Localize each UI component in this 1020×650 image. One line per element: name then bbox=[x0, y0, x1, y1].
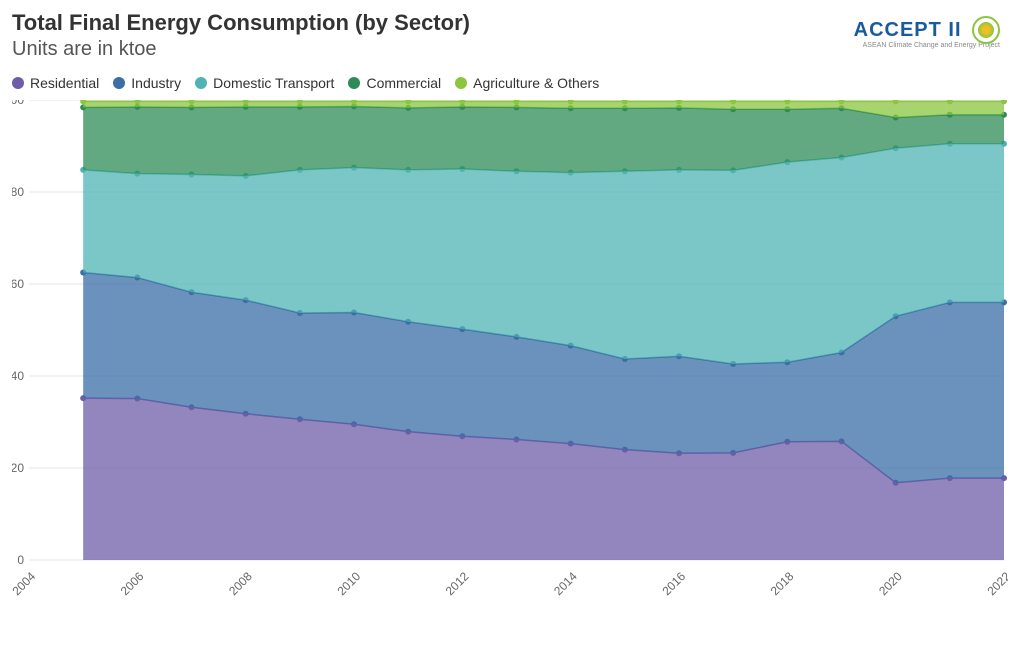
svg-text:2018: 2018 bbox=[768, 569, 797, 598]
legend-label: Domestic Transport bbox=[213, 75, 334, 91]
legend-item-industry[interactable]: Industry bbox=[113, 75, 181, 91]
svg-text:2006: 2006 bbox=[118, 569, 147, 598]
brand-logo: ACCEPT II ASEAN Climate Change and Energ… bbox=[854, 16, 1000, 49]
legend-label: Commercial bbox=[366, 75, 441, 91]
svg-text:2012: 2012 bbox=[443, 569, 472, 598]
svg-text:0: 0 bbox=[17, 553, 24, 567]
chart-area: 0 20 40 60 80 100 2004 2006 2008 2010 2012 2014 2016… bbox=[12, 100, 1008, 615]
svg-text:100: 100 bbox=[12, 100, 24, 107]
globe-leaf-icon bbox=[972, 16, 1000, 44]
svg-text:20: 20 bbox=[12, 461, 24, 475]
svg-text:60: 60 bbox=[12, 277, 24, 291]
legend-label: Agriculture & Others bbox=[473, 75, 599, 91]
svg-text:2016: 2016 bbox=[659, 569, 688, 598]
legend-item-agriculture-others[interactable]: Agriculture & Others bbox=[455, 75, 599, 91]
svg-text:40: 40 bbox=[12, 369, 24, 383]
legend-item-commercial[interactable]: Commercial bbox=[348, 75, 441, 91]
svg-text:2020: 2020 bbox=[876, 569, 905, 598]
legend-label: Industry bbox=[131, 75, 181, 91]
legend-item-domestic-transport[interactable]: Domestic Transport bbox=[195, 75, 334, 91]
svg-text:2008: 2008 bbox=[226, 569, 255, 598]
legend: Residential Industry Domestic Transport Com… bbox=[12, 75, 1008, 92]
logo-text: ACCEPT II bbox=[854, 19, 962, 42]
legend-label: Residential bbox=[30, 75, 99, 91]
svg-text:2014: 2014 bbox=[551, 569, 580, 598]
stacked-area-chart: 0 20 40 60 80 100 2004 2006 2008 2010 2012 2014 2016… bbox=[12, 100, 1008, 610]
svg-text:80: 80 bbox=[12, 185, 24, 199]
legend-swatch bbox=[348, 77, 360, 89]
legend-swatch bbox=[455, 77, 467, 89]
legend-swatch bbox=[113, 77, 125, 89]
svg-text:2022: 2022 bbox=[984, 569, 1008, 598]
legend-item-residential[interactable]: Residential bbox=[12, 75, 99, 91]
legend-swatch bbox=[12, 77, 24, 89]
logo-subtext: ASEAN Climate Change and Energy Project bbox=[854, 42, 1000, 49]
svg-text:2010: 2010 bbox=[334, 569, 363, 598]
legend-swatch bbox=[195, 77, 207, 89]
svg-text:2004: 2004 bbox=[12, 569, 38, 598]
